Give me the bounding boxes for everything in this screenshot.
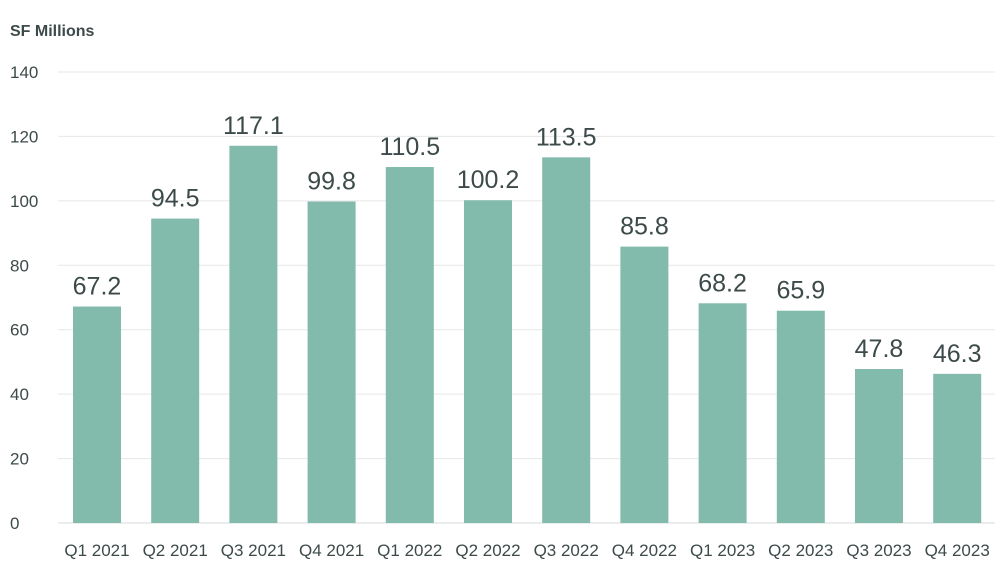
x-tick-label: Q4 2023 (925, 541, 990, 560)
data-label: 85.8 (620, 213, 669, 241)
x-tick-label: Q4 2022 (612, 541, 677, 560)
gridlines (58, 71, 995, 524)
y-axis-ticks: 0 20 40 60 80 100 120 140 (10, 63, 38, 533)
bar (229, 145, 278, 523)
x-tick-label: Q2 2023 (768, 541, 833, 560)
x-tick-label: Q3 2022 (534, 541, 599, 560)
y-tick-label: 100 (10, 192, 38, 211)
y-tick-label: 140 (10, 63, 38, 82)
bar (776, 310, 825, 523)
bar (385, 167, 434, 523)
y-tick-label: 80 (10, 256, 29, 275)
x-tick-label: Q3 2021 (221, 541, 286, 560)
bar (855, 369, 903, 523)
data-label: 46.3 (933, 340, 982, 368)
bar (933, 373, 982, 523)
data-label: 47.8 (855, 335, 904, 363)
y-tick-label: 20 (10, 450, 29, 469)
y-tick-label: 120 (10, 127, 38, 146)
bars (73, 145, 982, 523)
bar (307, 201, 356, 523)
data-label: 68.2 (698, 269, 747, 297)
y-tick-label: 0 (10, 514, 19, 533)
x-tick-label: Q4 2021 (299, 541, 364, 560)
x-tick-label: Q1 2021 (64, 541, 129, 560)
x-tick-label: Q1 2023 (690, 541, 755, 560)
bar (464, 200, 512, 523)
data-labels: 67.2 94.5 117.1 99.8 110.5 100.2 113.5 85.8 68.2… (73, 112, 982, 368)
data-label: 110.5 (379, 133, 440, 161)
bar (542, 157, 591, 523)
data-label: 65.9 (776, 277, 825, 305)
data-label: 99.8 (307, 168, 356, 196)
data-label: 67.2 (73, 273, 122, 301)
data-label: 100.2 (457, 166, 520, 194)
bar (698, 303, 747, 523)
x-tick-label: Q2 2022 (455, 541, 520, 560)
x-tick-label: Q3 2023 (846, 541, 911, 560)
bar (73, 306, 121, 523)
bar (151, 218, 200, 523)
y-tick-label: 60 (10, 321, 29, 340)
x-tick-label: Q2 2021 (143, 541, 208, 560)
data-label: 94.5 (151, 185, 200, 213)
x-tick-label: Q1 2022 (377, 541, 442, 560)
x-axis-ticks: Q1 2021 Q2 2021 Q3 2021 Q4 2021 Q1 2022 Q2 20… (64, 541, 989, 560)
bar (620, 246, 669, 523)
y-axis-label: SF Millions (10, 23, 95, 40)
data-label: 113.5 (536, 123, 597, 151)
data-label: 117.1 (223, 112, 284, 140)
y-tick-label: 40 (10, 385, 29, 404)
